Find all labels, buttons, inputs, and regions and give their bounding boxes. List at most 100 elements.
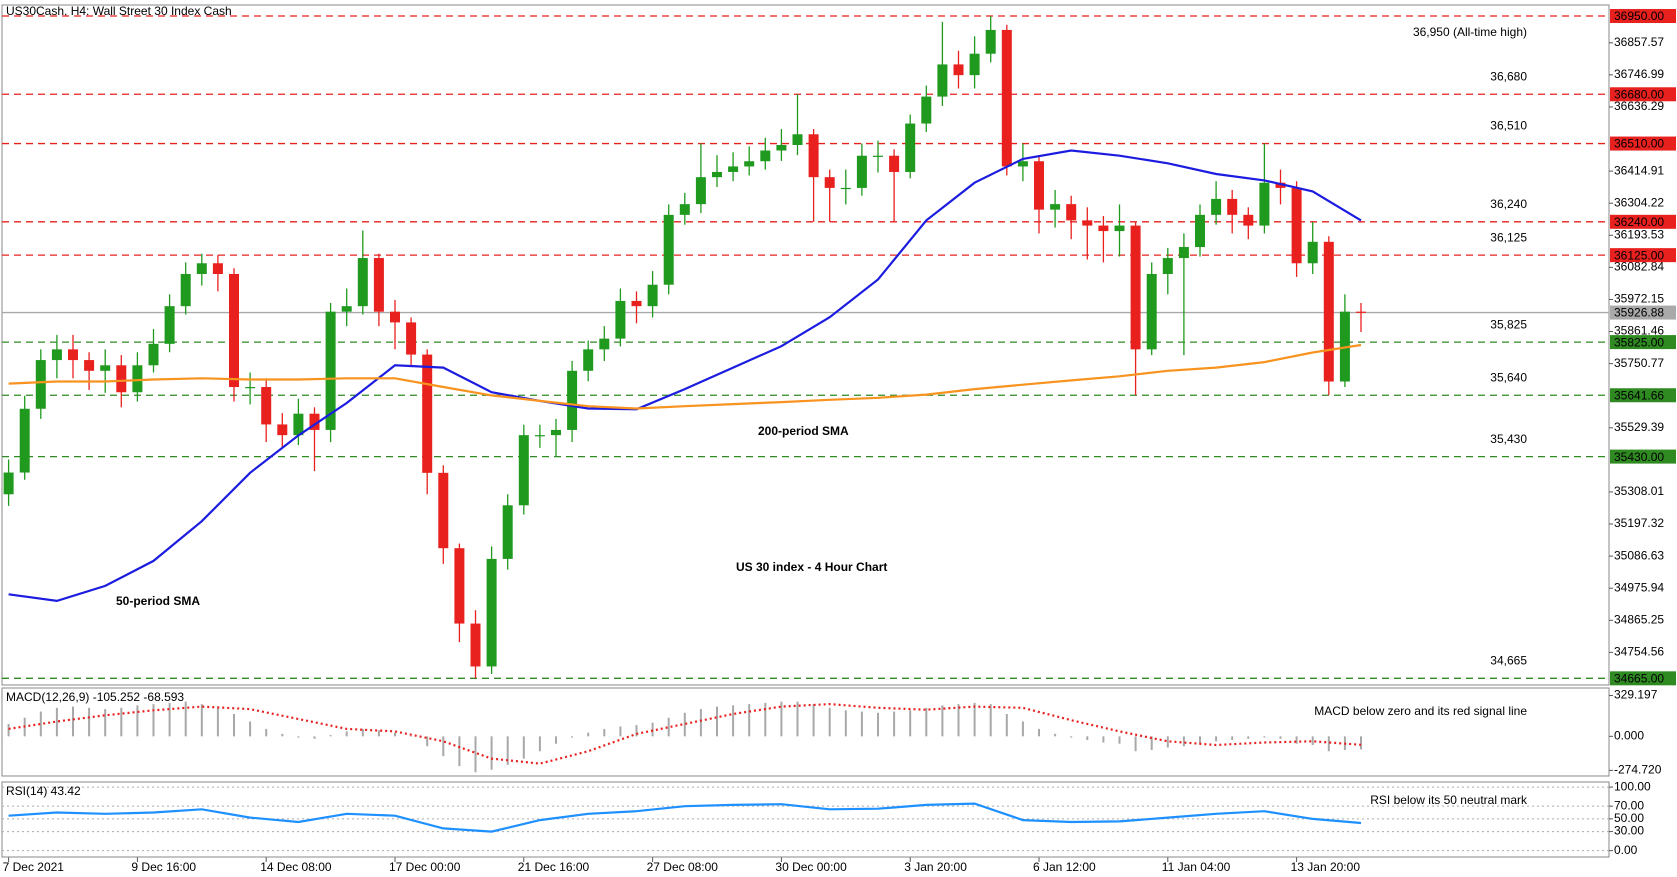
histogram-bar (152, 704, 155, 737)
histogram-bar (619, 726, 622, 737)
candle-body (293, 413, 304, 436)
candle-body (1114, 225, 1125, 232)
candle-body (1356, 311, 1366, 313)
y-tick-label: 70.00 (1614, 798, 1644, 812)
series-line (8, 802, 1362, 833)
histogram-bar (1295, 736, 1298, 744)
candle-body (3, 472, 14, 495)
candle-body (1178, 247, 1189, 259)
candle-body (164, 306, 175, 344)
candle-body (599, 338, 610, 350)
histogram-bar (925, 707, 928, 737)
candle-body (985, 29, 996, 54)
y-tick-label: 36193.53 (1614, 227, 1664, 241)
candle-body (808, 134, 819, 178)
level-label: 35926.88 (1614, 306, 1664, 320)
x-tick-label: 13 Jan 20:00 (1291, 860, 1361, 874)
histogram-bar (1005, 714, 1008, 737)
level-label: 35430.00 (1614, 450, 1664, 464)
y-tick-label: 0.000 (1614, 729, 1644, 743)
candle-body (229, 273, 239, 388)
candle-body (663, 214, 674, 285)
candle-body (1098, 225, 1109, 232)
level-note: 34,665 (1490, 654, 1527, 668)
histogram-bar (1102, 736, 1105, 743)
level-box (1610, 214, 1676, 229)
histogram-bar (603, 728, 606, 737)
chart-title: US 30 index - 4 Hour Chart (736, 560, 887, 574)
histogram-bar (1182, 736, 1185, 747)
candle-body (309, 413, 320, 430)
candle-body (905, 123, 916, 172)
series-line (8, 149, 1362, 603)
histogram-bar (1327, 736, 1330, 752)
histogram-bar (716, 706, 718, 737)
histogram-bar (973, 702, 976, 737)
histogram-bar (844, 710, 847, 737)
candle-body (422, 354, 433, 473)
candle-body (406, 322, 417, 355)
histogram-bar (233, 714, 235, 737)
candle-body (212, 263, 223, 274)
candle-body (1259, 182, 1270, 226)
candle-body (277, 424, 288, 436)
histogram-bar (828, 707, 831, 737)
candle-body (84, 360, 95, 371)
histogram-bar (1086, 736, 1089, 741)
candle-body (953, 64, 964, 76)
panel-frame (1, 781, 1610, 858)
histogram-bar (555, 736, 557, 744)
histogram-bar (361, 728, 364, 737)
histogram-bar (313, 736, 316, 739)
histogram-bar (909, 710, 912, 737)
candle-body (567, 370, 578, 430)
histogram-bar (136, 705, 139, 737)
y-tick-label: 34754.56 (1614, 645, 1664, 659)
histogram-bar (426, 736, 429, 747)
panel-title: MACD(12,26,9) -105.252 -68.593 (6, 690, 184, 704)
y-tick-label: 35861.46 (1614, 324, 1664, 338)
candle-body (712, 171, 722, 178)
candle-body (1082, 220, 1093, 226)
histogram-bar (1054, 733, 1057, 737)
y-tick-label: 36746.99 (1614, 67, 1664, 81)
candle-body (728, 166, 739, 172)
histogram-bar (667, 717, 670, 737)
y-tick-label: 34975.94 (1614, 580, 1664, 594)
candle-body (760, 150, 771, 162)
candle-body (245, 387, 256, 389)
histogram-bar (168, 702, 171, 737)
y-tick-label: 36082.84 (1614, 260, 1664, 274)
histogram-bar (1021, 721, 1024, 737)
histogram-bar (571, 736, 574, 738)
level-note: 36,950 (All-time high) (1413, 25, 1527, 39)
y-tick-label: 35529.39 (1614, 420, 1664, 434)
candle-body (921, 96, 932, 124)
histogram-bar (699, 709, 702, 737)
y-tick-label: 36857.57 (1614, 35, 1664, 49)
histogram-bar (893, 711, 896, 737)
histogram-bar (345, 731, 348, 737)
level-box (1610, 248, 1676, 263)
histogram-bar (780, 701, 783, 737)
candle-body (1307, 241, 1318, 264)
candle-body (1275, 182, 1286, 188)
candle-body (325, 311, 336, 430)
candle-body (1243, 214, 1254, 226)
level-box (1610, 9, 1676, 24)
candle-body (1066, 204, 1077, 221)
series-label: 200-period SMA (758, 424, 849, 438)
histogram-bar (474, 736, 477, 773)
candle-body (631, 300, 642, 307)
x-tick-label: 3 Jan 20:00 (904, 860, 967, 874)
level-box (1610, 136, 1676, 151)
histogram-bar (1134, 736, 1137, 752)
level-box (1610, 305, 1676, 320)
candle-body (341, 306, 352, 312)
candle-body (969, 53, 980, 76)
panel-title: RSI(14) 43.42 (6, 784, 81, 798)
candle-body (470, 623, 481, 667)
candle-body (502, 505, 513, 559)
histogram-bar (104, 709, 107, 737)
y-tick-label: 35308.01 (1614, 484, 1664, 498)
